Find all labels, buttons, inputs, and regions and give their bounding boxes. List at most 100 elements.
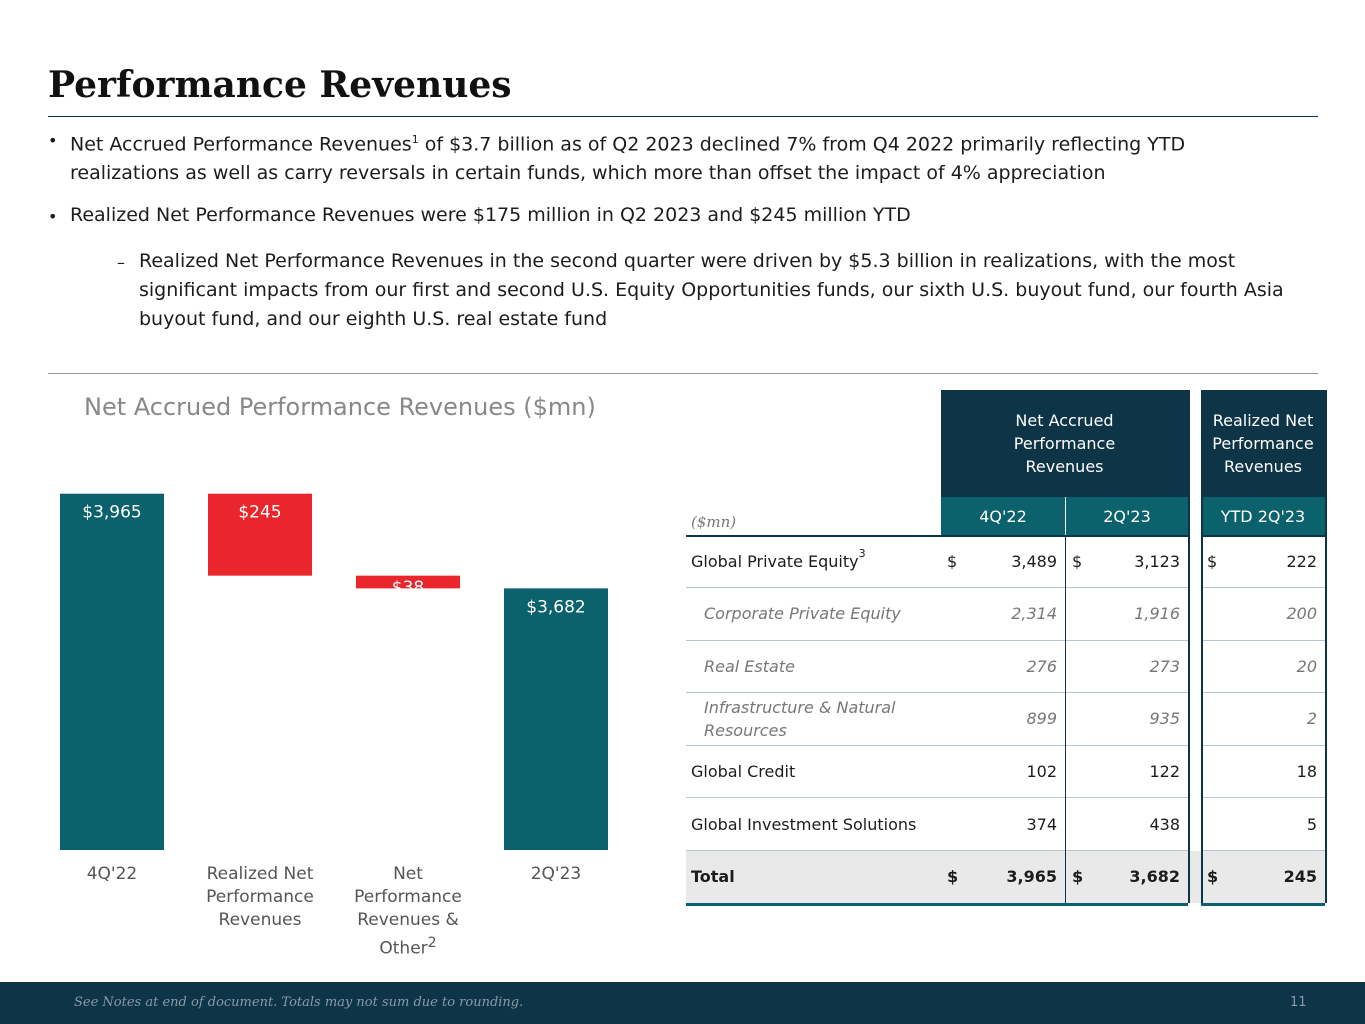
currency: $: [1072, 551, 1083, 571]
group-header: Realized Net Performance Revenues: [1201, 390, 1325, 497]
column-header: YTD 2Q'23: [1201, 497, 1325, 535]
label: Total: [691, 867, 735, 887]
cell-value: 273: [1149, 656, 1180, 676]
column-header: 4Q'22: [941, 497, 1065, 535]
cell-value: 3,682: [1129, 867, 1180, 887]
footnote: 2: [427, 935, 437, 951]
page-number: 11: [1290, 995, 1307, 1010]
row-border: [1201, 797, 1325, 799]
label: Global Credit: [691, 761, 796, 781]
divider: [48, 373, 1318, 374]
column-border: [1201, 390, 1203, 904]
label: Real Estate: [704, 656, 795, 676]
bullet-text: of $3.7 billion as of Q2 2023 declined 7…: [70, 133, 1186, 185]
cell-value: 3,123: [1134, 551, 1180, 571]
cell-value: 20: [1296, 656, 1317, 676]
footnote: 3: [858, 547, 866, 560]
row-border: [1201, 535, 1325, 537]
bullet: Realized Net Performance Revenues were $…: [70, 204, 911, 226]
row-label: Global Private Equity 3: [691, 535, 931, 587]
row-border: [686, 692, 1188, 694]
currency: $: [947, 551, 958, 571]
bullet-dot: •: [48, 131, 58, 150]
x-tick-label: Realized Net Performance Revenues: [190, 863, 330, 932]
row-border: [686, 797, 1188, 799]
cell-value: 2: [1306, 709, 1317, 729]
row-border: [686, 587, 1188, 588]
label: Global Investment Solutions: [691, 814, 917, 834]
cell-value: 122: [1149, 761, 1180, 781]
data-label: $3,682: [526, 597, 585, 617]
currency: $: [1072, 867, 1084, 887]
rule: [48, 116, 1318, 117]
cell-value: 3,965: [1006, 867, 1057, 887]
group-header: Net Accrued Performance Revenues: [941, 390, 1188, 497]
title: Performance Revenues: [48, 64, 512, 106]
x-tick-label: 2Q'23: [486, 863, 626, 886]
bullet: Realized Net Performance Revenues in the…: [139, 250, 1284, 330]
category: 2Q'23: [530, 864, 582, 884]
row-border: [1201, 744, 1325, 746]
bullet-dot: •: [48, 207, 58, 226]
currency: $: [1207, 551, 1218, 571]
bullet-dash: –: [117, 253, 125, 272]
cell-value: 222: [1286, 551, 1317, 571]
row-border: [686, 902, 1188, 906]
cell-value: 245: [1283, 867, 1317, 887]
category: Realized Net Performance Revenues: [206, 864, 314, 930]
row-border: [1201, 639, 1325, 641]
cell-value: 374: [1026, 814, 1057, 834]
bullet: Net Accrued Performance Revenues1 of $3.…: [70, 125, 1290, 188]
bullet-text: Net Accrued Performance Revenues: [70, 133, 412, 156]
row-border: [686, 850, 1188, 851]
currency: $: [947, 867, 959, 887]
x-tick-label: Net Performance Revenues & Other2: [338, 863, 478, 961]
column-border: [1188, 390, 1190, 904]
row-label: Real Estate: [704, 640, 904, 692]
label: Corporate Private Equity: [704, 604, 901, 624]
category: Net Performance Revenues & Other: [354, 864, 462, 959]
cell-value: 18: [1296, 761, 1317, 781]
x-tick-label: 4Q'22: [42, 863, 182, 886]
cell-value: 935: [1149, 709, 1180, 729]
row-border: [686, 639, 1188, 641]
data-label: $3,965: [82, 503, 141, 523]
row-label: Infrastructure & Natural Resources: [704, 693, 904, 745]
cell-value: 2,314: [1011, 604, 1057, 624]
cell-value: 899: [1026, 709, 1057, 729]
footnote: 1: [411, 133, 419, 146]
footer-note: See Notes at end of document. Totals may…: [74, 995, 524, 1010]
cell-value: 200: [1286, 604, 1317, 624]
row-label: Corporate Private Equity: [704, 588, 904, 640]
cell-value: 3,489: [1011, 551, 1057, 571]
bar: [356, 575, 460, 589]
bar: [208, 493, 312, 576]
column-border: [1325, 390, 1327, 904]
row-border: [1201, 587, 1325, 588]
label: Infrastructure & Natural Resources: [704, 697, 896, 740]
data-label: $38: [392, 578, 424, 598]
data-label: $245: [238, 503, 281, 523]
row-label: Global Credit: [691, 745, 931, 797]
currency: $: [1207, 867, 1219, 887]
row-border: [1201, 850, 1325, 851]
cell-value: 438: [1149, 814, 1180, 834]
row-border: [1201, 692, 1325, 694]
row-label: Global Investment Solutions: [691, 798, 931, 850]
row-border: [686, 535, 1188, 537]
cell-value: 276: [1026, 656, 1057, 676]
column-header: 2Q'23: [1066, 497, 1188, 535]
cell-value: 1,916: [1134, 604, 1180, 624]
cell-value: 5: [1306, 814, 1317, 834]
bar: [60, 493, 164, 850]
category: 4Q'22: [86, 864, 138, 884]
chart: $3,965 $245 $38 $3,682: [60, 493, 608, 850]
label: Global Private Equity: [691, 551, 859, 571]
row-label: Total: [691, 851, 931, 903]
total-row-bg: [686, 850, 1325, 903]
bar: [504, 588, 608, 850]
chart-title: Net Accrued Performance Revenues ($mn): [84, 393, 596, 421]
footer: [0, 982, 1365, 1024]
column-border: [1065, 535, 1066, 904]
